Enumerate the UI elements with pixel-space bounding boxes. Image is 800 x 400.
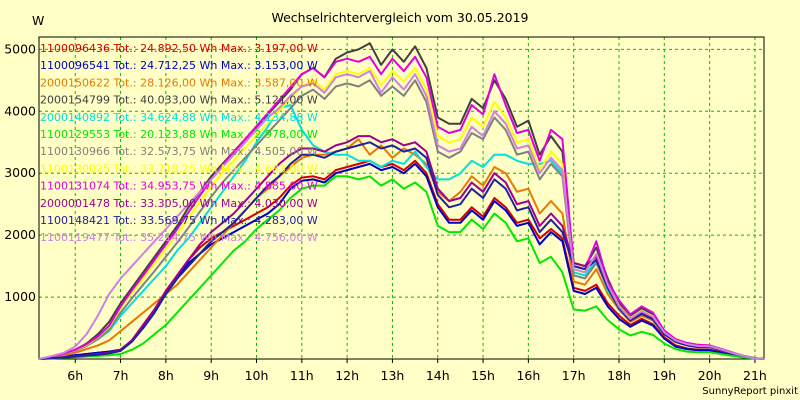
legend-entry-1100130966: 1100130966 Tot.: 32.573,75 Wh Max.: 4.50… <box>40 145 318 158</box>
x-tick-label: 11h <box>290 368 314 383</box>
series-line-1100119477 <box>38 70 765 360</box>
y-tick-label: 2000 <box>4 227 36 242</box>
y-tick-label: 4000 <box>4 103 36 118</box>
x-tick-label: 13h <box>381 368 405 383</box>
footer-credit: SunnyReport pinxit <box>702 386 798 397</box>
y-tick-label: 1000 <box>4 289 36 304</box>
legend-entry-2000150622: 2000150622 Tot.: 28.126,00 Wh Max.: 3.58… <box>40 76 318 89</box>
legend-entry-1100131074: 1100131074 Tot.: 34.953,75 Wh Max.: 4.88… <box>40 180 318 193</box>
x-tick-label: 9h <box>203 368 219 383</box>
series-line-2000154799 <box>38 42 765 360</box>
x-tick-label: 21h <box>743 368 767 383</box>
x-tick-label: 18h <box>607 368 631 383</box>
x-tick-label: 17h <box>562 368 586 383</box>
series-line-1100096541 <box>38 162 765 360</box>
legend-entry-2000140892: 2000140892 Tot.: 34.624,88 Wh Max.: 4.13… <box>40 111 318 124</box>
x-tick-label: 19h <box>652 368 676 383</box>
x-tick-label: 15h <box>471 368 495 383</box>
legend-entry-1100148421: 1100148421 Tot.: 33.569,75 Wh Max.: 4.28… <box>40 214 318 227</box>
x-tick-label: 12h <box>335 368 359 383</box>
legend-entry-2000001478: 2000001478 Tot.: 33.305,00 Wh Max.: 4.03… <box>40 197 318 210</box>
x-tick-label: 14h <box>426 368 450 383</box>
legend-entry-1100096436: 1100096436 Tot.: 24.892,50 Wh Max.: 3.19… <box>40 42 318 55</box>
chart-title: Wechselrichtervergleich vom 30.05.2019 <box>271 10 528 25</box>
plot-frame <box>38 36 765 360</box>
legend-entry-1100096541: 1100096541 Tot.: 24.712,25 Wh Max.: 3.15… <box>40 59 318 72</box>
legend-entry-1100119477: 1100119477 Tot.: 35.214,75 Wh Max.: 4.75… <box>40 231 318 244</box>
x-tick-label: 20h <box>698 368 722 383</box>
legend-entry-2000154799: 2000154799 Tot.: 40.033,00 Wh Max.: 5.12… <box>40 94 318 107</box>
y-tick-label: 5000 <box>4 41 36 56</box>
series-line-1100129553 <box>38 175 765 360</box>
x-tick-label: 8h <box>158 368 174 383</box>
legend-entry-1100129553: 1100129553 Tot.: 20.123,88 Wh Max.: 2.97… <box>40 128 318 141</box>
series-line-1100131074 <box>38 55 765 360</box>
x-tick-label: 6h <box>67 368 83 383</box>
series-line-1100148421 <box>38 141 765 360</box>
x-tick-label: 10h <box>245 368 269 383</box>
legend-entry-1100130025: 1100130025 Tot.: 33.718,25 Wh Max.: 4.68… <box>40 162 318 175</box>
x-tick-label: 7h <box>113 368 129 383</box>
y-axis-label: W <box>32 13 44 28</box>
x-tick-label: 16h <box>516 368 540 383</box>
y-tick-label: 3000 <box>4 165 36 180</box>
